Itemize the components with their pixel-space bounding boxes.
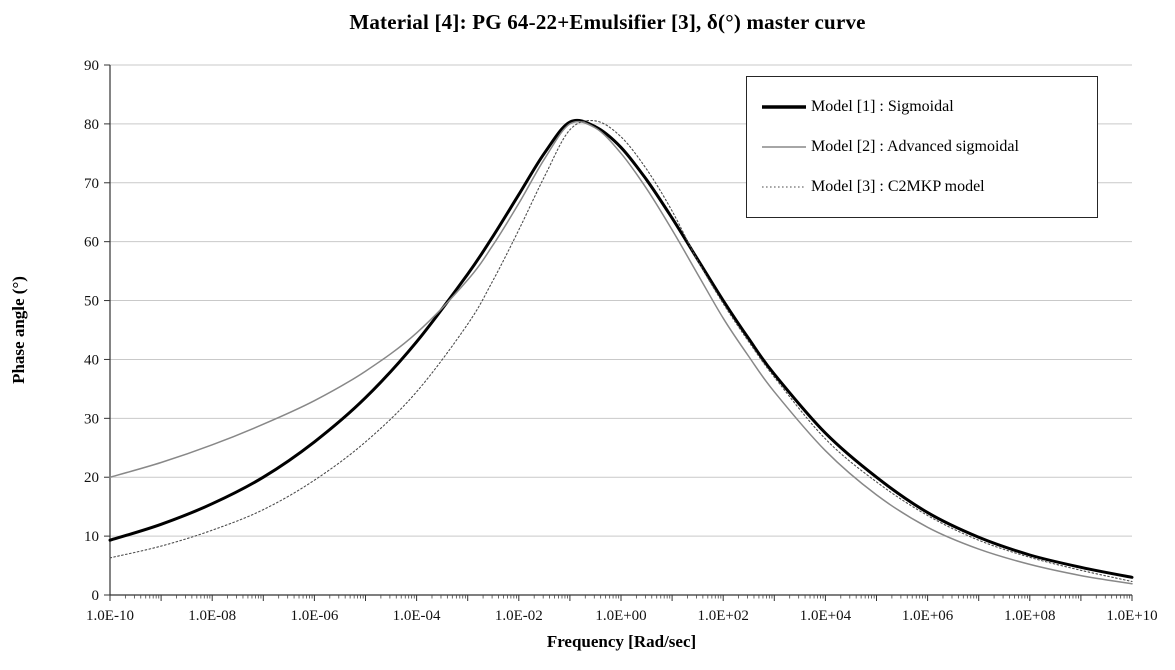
legend-line-sample-c2mkp bbox=[762, 186, 806, 188]
legend-item-model-1: Model [1] : Sigmoidal bbox=[747, 87, 1097, 127]
svg-text:90: 90 bbox=[84, 58, 99, 74]
svg-text:30: 30 bbox=[84, 411, 99, 427]
legend-item-model-3: Model [3] : C2MKP model bbox=[747, 167, 1097, 207]
chart-title: Material [4]: PG 64-22+Emulsifier [3], δ… bbox=[349, 10, 866, 34]
svg-text:1.0E+02: 1.0E+02 bbox=[698, 608, 749, 624]
svg-text:1.0E-04: 1.0E-04 bbox=[393, 608, 441, 624]
svg-text:1.0E-08: 1.0E-08 bbox=[188, 608, 236, 624]
svg-text:1.0E+00: 1.0E+00 bbox=[595, 608, 646, 624]
svg-text:1.0E+08: 1.0E+08 bbox=[1004, 608, 1055, 624]
svg-text:80: 80 bbox=[84, 117, 99, 133]
legend-label-model-1: Model [1] : Sigmoidal bbox=[811, 98, 954, 115]
svg-text:40: 40 bbox=[84, 352, 99, 368]
svg-text:1.0E-10: 1.0E-10 bbox=[86, 608, 134, 624]
svg-text:1.0E-06: 1.0E-06 bbox=[290, 608, 338, 624]
svg-text:20: 20 bbox=[84, 470, 99, 486]
svg-text:1.0E-02: 1.0E-02 bbox=[495, 608, 543, 624]
legend-item-model-2: Model [2] : Advanced sigmoidal bbox=[747, 127, 1097, 167]
legend-line-sample-advanced-sigmoidal bbox=[762, 146, 806, 148]
svg-text:10: 10 bbox=[84, 529, 99, 545]
legend: Model [1] : Sigmoidal Model [2] : Advanc… bbox=[746, 76, 1098, 218]
svg-text:50: 50 bbox=[84, 294, 99, 310]
svg-text:60: 60 bbox=[84, 235, 99, 251]
svg-text:1.0E+04: 1.0E+04 bbox=[800, 608, 852, 624]
svg-text:1.0E+06: 1.0E+06 bbox=[902, 608, 954, 624]
legend-line-sample-sigmoidal bbox=[762, 105, 806, 109]
svg-text:0: 0 bbox=[92, 588, 100, 604]
legend-label-model-2: Model [2] : Advanced sigmoidal bbox=[811, 138, 1019, 155]
svg-text:70: 70 bbox=[84, 176, 99, 192]
x-axis-title: Frequency [Rad/sec] bbox=[546, 632, 697, 651]
legend-label-model-3: Model [3] : C2MKP model bbox=[811, 178, 985, 195]
svg-text:1.0E+10: 1.0E+10 bbox=[1106, 608, 1157, 624]
